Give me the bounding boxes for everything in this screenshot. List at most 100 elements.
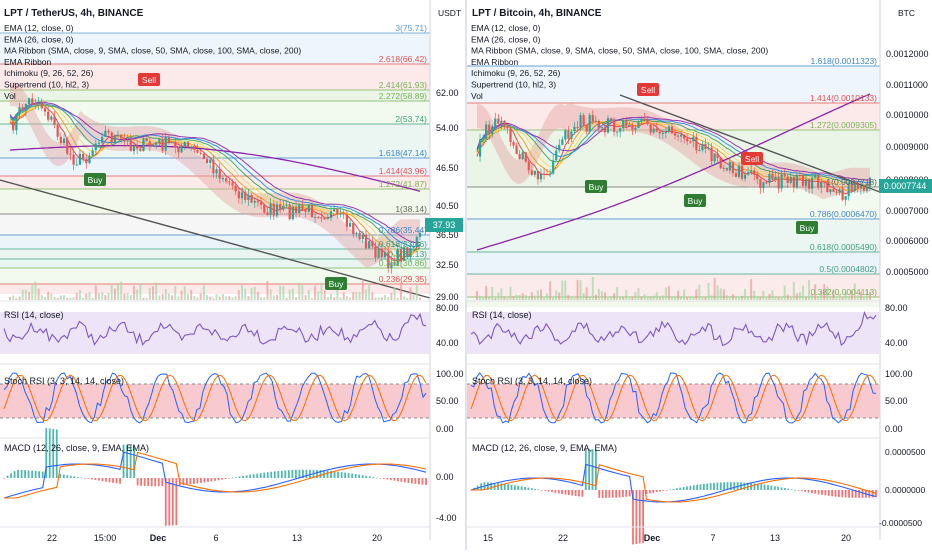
fib-band: [0, 64, 430, 90]
macd-histogram-bar: [161, 478, 164, 487]
right-chart-panel: LPT / Bitcoin, 4h, BINANCE EMA (12, clos…: [467, 0, 881, 307]
right-stoch-pane: Stoch RSI (3, 3, 14, 14, close) 100.00 5…: [467, 363, 913, 434]
macd-histogram-bar: [203, 478, 206, 483]
trendline: [619, 94, 881, 193]
volume-bar: [786, 294, 789, 300]
macd-histogram-bar: [94, 478, 97, 481]
volume-bar: [619, 297, 622, 300]
candle-body: [412, 246, 415, 248]
macd-histogram-bar: [13, 471, 16, 478]
macd-histogram-bar: [767, 485, 769, 490]
macd-histogram-bar: [133, 445, 136, 478]
macd-histogram-bar: [418, 478, 420, 485]
candle-body: [34, 104, 37, 106]
macd-histogram-bar: [238, 476, 241, 478]
candle-body: [792, 177, 795, 188]
indicator-legend-item: Supertrend (10, hl2, 3): [471, 80, 556, 90]
macd-histogram-bar: [291, 470, 294, 478]
moving-average-line: [476, 120, 871, 191]
candle-body: [380, 248, 383, 258]
price-tick: 0.0010000: [886, 110, 929, 120]
macd-histogram-bar: [45, 428, 48, 478]
macd-histogram-bar: [393, 478, 396, 481]
candle-body: [683, 134, 686, 139]
macd-histogram-bar: [122, 444, 125, 478]
macd-histogram-bar: [344, 472, 347, 478]
right-stoch-tick-100: 100.00: [885, 369, 913, 379]
candle-body: [116, 134, 120, 137]
fib-band: [0, 101, 430, 124]
volume-bar: [28, 292, 31, 300]
macd-histogram-bar: [245, 475, 248, 478]
time-axis-label: 20: [372, 533, 382, 543]
volume-bar: [113, 288, 116, 300]
candle-body: [789, 177, 792, 183]
volume-bar: [801, 285, 804, 300]
candle-body: [597, 120, 600, 129]
candle-body: [524, 152, 527, 162]
candle-body: [174, 141, 177, 148]
macd-histogram-bar: [38, 471, 41, 478]
left-macd-tick-neg4: -4.00: [436, 513, 457, 523]
volume-bar: [485, 285, 488, 300]
candle-body: [655, 128, 658, 132]
moving-average-line: [9, 104, 421, 251]
left-macd-pane: MACD (12, 26, close, 9, EMA, EMA) 0.00 -…: [0, 428, 457, 526]
macd-histogram-bar: [3, 478, 5, 479]
volume-bar: [591, 276, 594, 300]
volume-bar: [664, 287, 667, 300]
volume-bar: [808, 279, 811, 300]
candle-body: [811, 177, 814, 189]
candle-body: [491, 126, 494, 134]
right-time-axis: 15 22 Dec 7 13 20: [467, 526, 880, 543]
candle-body: [78, 153, 82, 165]
candle-body: [838, 189, 841, 193]
volume-bar: [94, 285, 97, 300]
candle-body: [24, 103, 27, 111]
macd-histogram-bar: [824, 490, 827, 496]
macd-histogram-bar: [797, 490, 800, 491]
fib-band: [467, 187, 880, 219]
volume-bar: [63, 295, 66, 300]
volume-bar: [186, 293, 189, 300]
candle-body: [288, 204, 291, 220]
macd-histogram-bar: [618, 490, 621, 498]
candle-body: [59, 136, 62, 143]
volume-bar: [190, 289, 193, 300]
volume-bar: [774, 297, 777, 300]
right-stoch-tick-0: 0.00: [885, 424, 903, 434]
volume-bar: [393, 287, 396, 300]
macd-histogram-bar: [726, 482, 729, 490]
candle-body: [151, 144, 155, 146]
price-tick: 29.00: [436, 292, 459, 302]
volume-bar: [317, 291, 320, 300]
candle-body: [193, 146, 196, 150]
candle-body: [136, 145, 139, 149]
fib-level-label: 0.618(33.46): [379, 239, 427, 249]
volume-bar: [750, 279, 753, 300]
volume-bar: [209, 296, 212, 300]
candle-body: [536, 170, 540, 180]
macd-histogram-bar: [298, 469, 301, 478]
macd-histogram-bar: [351, 473, 354, 478]
macd-histogram-bar: [31, 470, 34, 478]
moving-average-line: [476, 116, 871, 181]
volume-bar: [561, 280, 564, 300]
volume-bar: [814, 284, 817, 300]
volume-bar: [349, 297, 352, 300]
macd-histogram-bar: [157, 478, 160, 487]
macd-histogram-bar: [837, 490, 840, 497]
volume-bar: [221, 293, 224, 300]
volume-bar: [536, 290, 539, 300]
volume-bar: [31, 284, 34, 300]
volume-bar: [567, 295, 570, 300]
price-tick: 46.50: [436, 163, 459, 173]
volume-bar: [136, 289, 139, 300]
left-rsi-tick-80: 80.00: [436, 303, 459, 313]
candle-body: [817, 174, 820, 188]
macd-histogram-bar: [844, 490, 847, 498]
price-tick: 0.0009000: [886, 142, 929, 152]
macd-histogram-bar: [207, 478, 209, 482]
left-rsi-tick-40: 40.00: [436, 338, 459, 348]
volume-bar: [301, 285, 304, 300]
